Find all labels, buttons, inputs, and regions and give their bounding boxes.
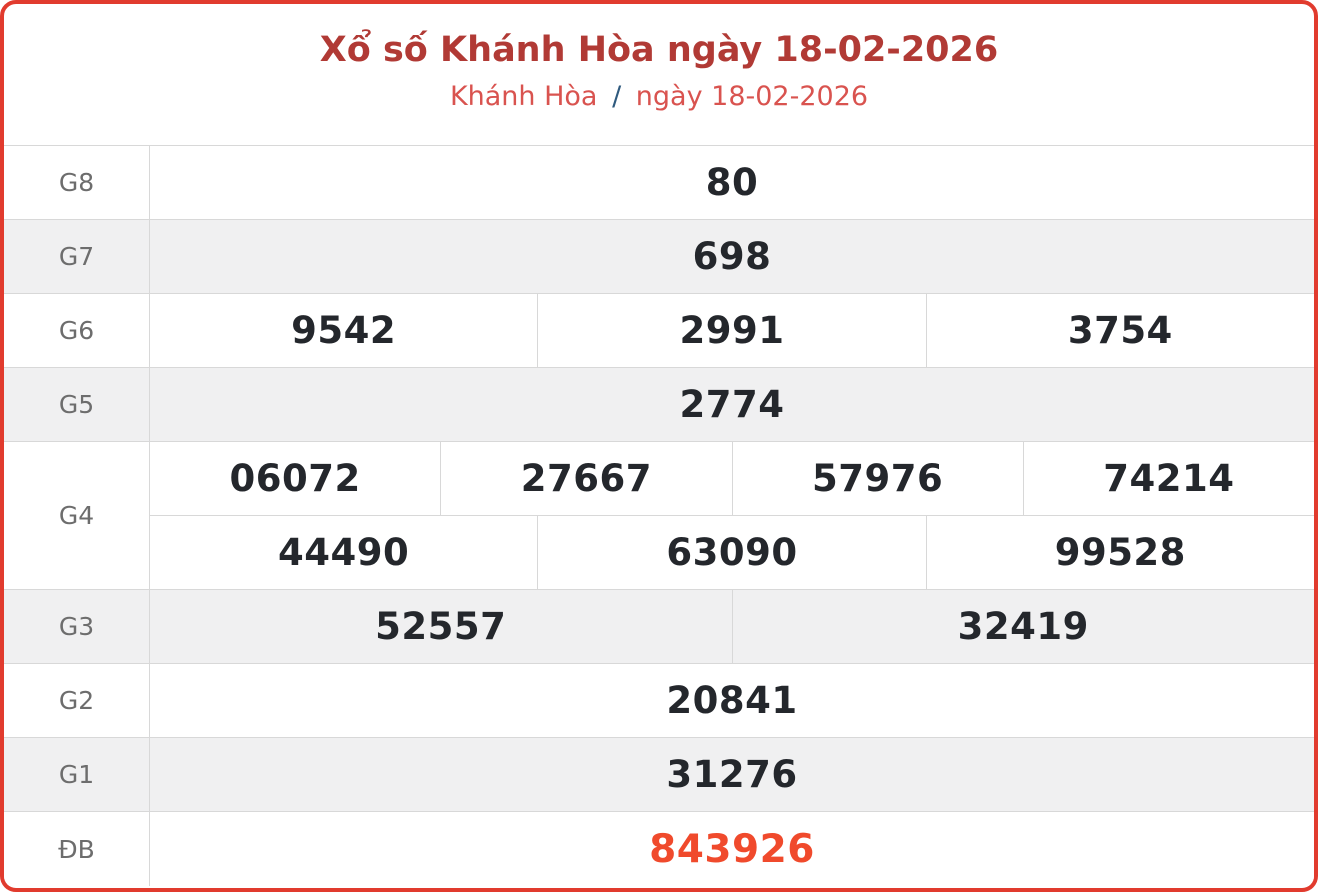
breadcrumb-date-link[interactable]: ngày 18-02-2026 — [635, 81, 869, 113]
prize-label-g8: G8 — [4, 146, 150, 219]
prize-number: 52557 — [150, 590, 733, 663]
prize-number: 63090 — [538, 515, 927, 589]
prize-number: 3754 — [1067, 309, 1173, 352]
prize-row-g6: G6 9542 2991 3754 — [4, 294, 1314, 368]
prize-row-db: ĐB 843926 — [4, 812, 1314, 886]
prize-row-g2: G2 20841 — [4, 664, 1314, 738]
prize-label-db: ĐB — [4, 812, 150, 886]
prize-row-g1: G1 31276 — [4, 738, 1314, 812]
prize-label-g1: G1 — [4, 738, 150, 811]
prize-label-g5: G5 — [4, 368, 150, 441]
prize-label-g3: G3 — [4, 590, 150, 663]
results-header: Xổ số Khánh Hòa ngày 18-02-2026 Khánh Hò… — [4, 4, 1314, 145]
prize-number: 20841 — [666, 679, 798, 722]
prize-number: 06072 — [150, 442, 442, 515]
prize-number: 32419 — [957, 605, 1089, 648]
prize-number: 74214 — [1103, 456, 1235, 500]
special-prize-number: 843926 — [649, 826, 815, 872]
prize-label-g2: G2 — [4, 664, 150, 737]
prize-row-g4: G4 06072 27667 57976 74214 44490 63090 9… — [4, 442, 1314, 590]
prize-number: 2991 — [538, 294, 927, 367]
prize-row-g8: G8 80 — [4, 146, 1314, 220]
prize-number: 80 — [705, 161, 759, 204]
page-title: Xổ số Khánh Hòa ngày 18-02-2026 — [319, 30, 999, 70]
prize-row-g3: G3 52557 32419 — [4, 590, 1314, 664]
breadcrumb: Khánh Hòa / ngày 18-02-2026 — [450, 82, 868, 112]
prize-row-g5: G5 2774 — [4, 368, 1314, 442]
prize-number: 698 — [692, 235, 772, 278]
prize-number: 99528 — [1054, 530, 1186, 574]
prize-number: 9542 — [150, 294, 539, 367]
prize-number: 44490 — [150, 515, 539, 589]
prize-number: 27667 — [441, 442, 733, 515]
breadcrumb-region-link[interactable]: Khánh Hòa — [449, 81, 598, 113]
results-table: G8 80 G7 698 G6 9542 2991 3754 G5 2774 — [4, 145, 1314, 886]
prize-number: 31276 — [666, 753, 798, 796]
prize-label-g7: G7 — [4, 220, 150, 293]
prize-row-g7: G7 698 — [4, 220, 1314, 294]
prize-label-g4: G4 — [4, 442, 150, 589]
breadcrumb-separator: / — [612, 81, 622, 113]
prize-label-g6: G6 — [4, 294, 150, 367]
prize-number: 2774 — [679, 383, 785, 426]
prize-number: 57976 — [733, 442, 1024, 515]
